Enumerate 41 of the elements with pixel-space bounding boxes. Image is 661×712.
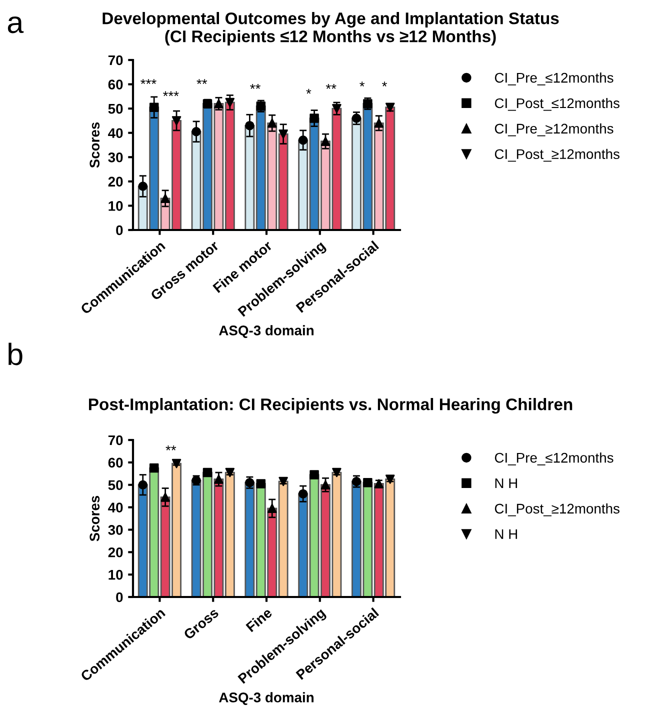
- x-axis-title: ASQ-3 domain: [219, 325, 314, 338]
- annotation: ***: [163, 91, 179, 96]
- legend-label: CI_Pre_≤12months: [494, 72, 614, 86]
- annotation: **: [326, 84, 336, 89]
- legend-label: N H: [495, 478, 518, 488]
- y-axis-title: Scores: [90, 496, 100, 542]
- legend-label: N H: [495, 529, 518, 539]
- x-axis-title: ASQ-3 domain: [219, 692, 314, 705]
- y-tick-label: 20: [108, 547, 123, 558]
- y-tick-label: 0: [116, 225, 123, 236]
- y-tick-label: 30: [108, 525, 123, 535]
- y-tick-label: 70: [108, 435, 123, 446]
- legend-label: CI_Post_≤12months: [494, 98, 620, 111]
- legend-label: CI_Pre_≤12months: [494, 452, 614, 466]
- y-tick-label: 30: [108, 152, 123, 162]
- y-tick-label: 40: [108, 502, 123, 512]
- y-tick-label: 70: [108, 55, 123, 66]
- legend-label: CI_Post_≥12months: [494, 148, 620, 162]
- legend-label: CI_Post_≥12months: [494, 503, 620, 516]
- annotation: ***: [140, 79, 156, 84]
- annotation: **: [196, 79, 208, 84]
- y-tick-label: 40: [108, 128, 123, 138]
- y-tick-label: 10: [108, 201, 123, 211]
- y-tick-label: 50: [108, 104, 123, 114]
- legend-label: CI_Pre_≥12months: [494, 123, 614, 136]
- chart-title: Developmental Outcomes by Age and Implantation Status (CI Recipients ≤12 Months vs ≥12 Months): [102, 12, 559, 46]
- annotation: **: [166, 446, 176, 450]
- text: a: [8, 16, 24, 34]
- y-tick-label: 20: [108, 176, 123, 187]
- annotation: *: [382, 82, 387, 86]
- text: b: [8, 342, 22, 366]
- chart-title: Post-Implantation: CI Recipients vs. Normal Hearing Children: [88, 398, 572, 414]
- y-tick-label: 10: [108, 570, 123, 580]
- y-tick-label: 0: [116, 592, 123, 602]
- annotation: *: [306, 88, 312, 94]
- y-axis-title: Scores: [90, 122, 100, 168]
- y-tick-label: 60: [108, 458, 123, 468]
- annotation: *: [360, 82, 365, 86]
- annotation: **: [250, 84, 260, 89]
- y-tick-label: 60: [108, 80, 123, 90]
- y-tick-label: 50: [108, 480, 123, 490]
